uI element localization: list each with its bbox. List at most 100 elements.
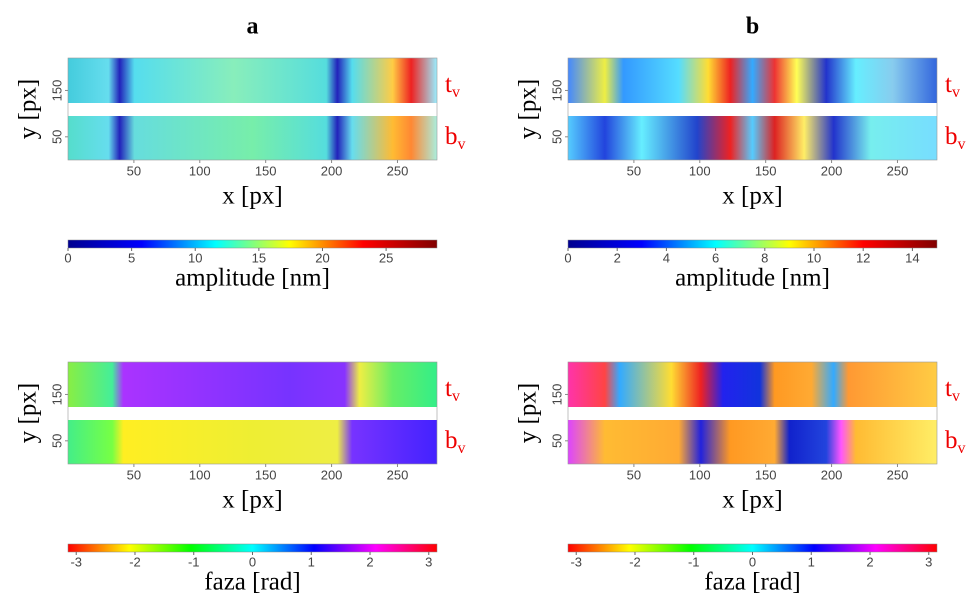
heatmap-strip [68, 58, 437, 103]
colorbar-tick-label: 6 [712, 250, 719, 265]
colorbar-tick-label: 0 [64, 250, 71, 265]
colorbar-tick-label: 1 [308, 554, 315, 569]
y-tick-label: 50 [49, 434, 64, 448]
band-label-text: t [945, 71, 952, 98]
x-tick-label: 150 [755, 163, 777, 178]
colorbar-tick-label: 5 [128, 250, 135, 265]
x-tick-label: 200 [821, 163, 843, 178]
y-tick-label: 150 [549, 80, 564, 102]
x-tick-label: 100 [189, 163, 211, 178]
colorbar [567, 543, 938, 553]
y-axis-label: y [px] [515, 383, 542, 443]
band-label-sub: v [452, 84, 460, 101]
colorbar-tick-label: 4 [663, 250, 670, 265]
colorbar-label: amplitude [nm] [675, 265, 830, 292]
colorbar-tick-label: -3 [570, 554, 582, 569]
x-tick-label: 250 [387, 163, 409, 178]
colorbar-tick-label: 15 [252, 250, 266, 265]
panel-title: b [746, 14, 759, 40]
plot-frame [67, 361, 438, 465]
colorbar-tick-label: -2 [129, 554, 141, 569]
band-label-sub: v [458, 440, 466, 457]
colorbar-tick-label: -1 [688, 554, 700, 569]
colorbar-tick-label: 25 [379, 250, 393, 265]
x-tick-label: 150 [755, 467, 777, 482]
y-axis-label: y [px] [15, 383, 42, 443]
band-label-sub: v [958, 136, 966, 153]
band-label-text: t [945, 375, 952, 402]
y-axis-label: y [px] [15, 79, 42, 139]
band-label: tv [945, 71, 960, 101]
colorbar-tick-label: 8 [761, 250, 768, 265]
heatmap-strip [568, 58, 937, 103]
band-label-sub: v [952, 388, 960, 405]
x-axis-label: x [px] [722, 487, 782, 514]
colorbar-tick-label: 12 [856, 250, 870, 265]
colorbar-tick-label: 2 [614, 250, 621, 265]
y-tick-label: 50 [549, 434, 564, 448]
band-label-sub: v [952, 84, 960, 101]
heatmap-strip [568, 420, 937, 464]
colorbar-tick-label: 3 [925, 554, 932, 569]
heatmap-strip [568, 116, 937, 160]
band-label-sub: v [458, 136, 466, 153]
panel-title: a [247, 14, 259, 40]
x-axis-label: x [px] [222, 487, 282, 514]
colorbar-tick-label: 14 [905, 250, 919, 265]
colorbar [67, 543, 438, 553]
x-tick-label: 250 [387, 467, 409, 482]
x-tick-label: 200 [321, 163, 343, 178]
band-label-text: t [445, 71, 452, 98]
colorbar-tick-label: -3 [70, 554, 82, 569]
plot-frame [567, 57, 938, 161]
colorbar-tick-label: -2 [629, 554, 641, 569]
x-tick-label: 100 [689, 163, 711, 178]
heatmap-strip [68, 362, 437, 407]
x-tick-label: 100 [189, 467, 211, 482]
colorbar-tick-label: 20 [315, 250, 329, 265]
band-label-sub: v [452, 388, 460, 405]
band-label-text: b [445, 123, 458, 150]
x-tick-label: 150 [255, 163, 277, 178]
band-label-text: b [945, 427, 958, 454]
y-tick-label: 150 [49, 80, 64, 102]
colorbar-tick-label: 3 [425, 554, 432, 569]
y-tick-label: 150 [49, 384, 64, 406]
band-label: bv [445, 123, 466, 153]
colorbar-tick-label: 0 [564, 250, 571, 265]
x-tick-label: 200 [321, 467, 343, 482]
band-label: tv [445, 71, 460, 101]
band-label: bv [945, 123, 966, 153]
y-tick-label: 50 [549, 130, 564, 144]
heatmap-strip [68, 420, 437, 464]
y-tick-label: 150 [549, 384, 564, 406]
colorbar-label: amplitude [nm] [175, 265, 330, 292]
x-tick-label: 50 [627, 163, 641, 178]
x-axis-label: x [px] [222, 183, 282, 210]
colorbar-tick-label: 10 [807, 250, 821, 265]
y-tick-label: 50 [49, 130, 64, 144]
band-label: bv [445, 427, 466, 457]
plot-frame [567, 361, 938, 465]
band-label-text: b [445, 427, 458, 454]
band-label-text: b [945, 123, 958, 150]
colorbar-tick-label: 2 [866, 554, 873, 569]
colorbar-label: faza [rad] [204, 569, 300, 594]
colorbar-label: faza [rad] [704, 569, 800, 594]
band-label-text: t [445, 375, 452, 402]
x-tick-label: 150 [255, 467, 277, 482]
x-tick-label: 50 [627, 467, 641, 482]
colorbar-tick-label: -1 [188, 554, 200, 569]
colorbar-tick-label: 0 [749, 554, 756, 569]
colorbar [567, 239, 938, 249]
plot-frame [67, 57, 438, 161]
band-label: tv [445, 375, 460, 405]
band-label-sub: v [958, 440, 966, 457]
band-label: tv [945, 375, 960, 405]
x-tick-label: 100 [689, 467, 711, 482]
x-tick-label: 50 [127, 163, 141, 178]
y-axis-label: y [px] [515, 79, 542, 139]
x-tick-label: 250 [887, 163, 909, 178]
x-tick-label: 250 [887, 467, 909, 482]
